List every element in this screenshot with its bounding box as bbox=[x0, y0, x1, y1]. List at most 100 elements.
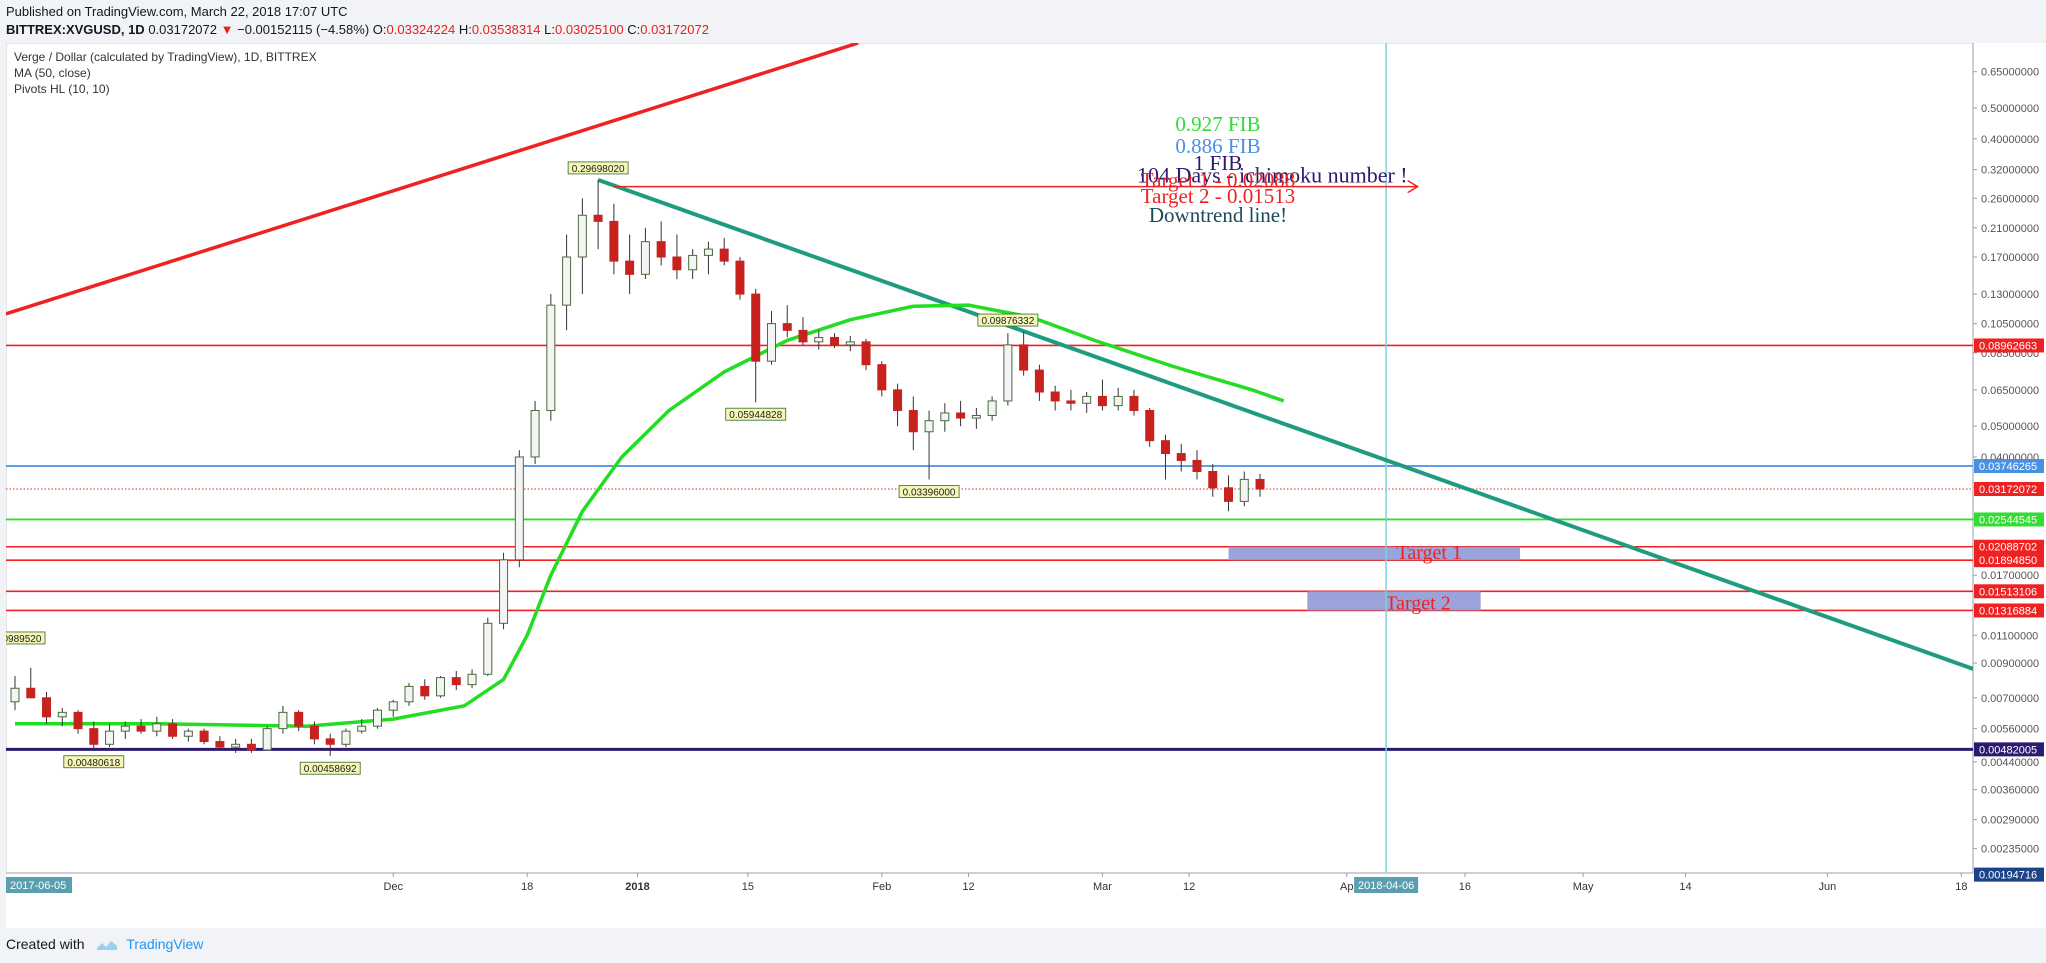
candle-body bbox=[1034, 369, 1044, 393]
candle-body bbox=[136, 725, 146, 732]
pivot-label: 0.03396000 bbox=[898, 485, 960, 499]
candle bbox=[483, 617, 493, 676]
price-level-tag-text: 0.00482005 bbox=[1979, 744, 2037, 756]
candle-body bbox=[956, 412, 966, 419]
vline-date-tag-box bbox=[1354, 877, 1419, 893]
price-level-tag: 0.02088702 bbox=[1974, 539, 2044, 554]
pivot-label: 0.29698020 bbox=[567, 161, 629, 175]
time-tick-label: Ap bbox=[1340, 881, 1353, 893]
candle bbox=[1145, 408, 1155, 447]
candle-body bbox=[467, 673, 477, 686]
candle bbox=[1176, 443, 1186, 472]
price-tick-label: 0.00900000 bbox=[1981, 658, 2039, 670]
price-tick-label: 0.40000000 bbox=[1981, 134, 2039, 146]
candle bbox=[735, 257, 745, 300]
chart-frame[interactable]: Target 1 Target 2 0.29698020 0.05944828 0.03… bbox=[6, 43, 2046, 928]
pivot-label-box bbox=[63, 755, 125, 769]
candle-body bbox=[152, 723, 162, 732]
price-level-tag-box bbox=[1974, 603, 2044, 618]
pivot-label-text: 0.00480618 bbox=[67, 758, 120, 769]
price-level-tag: 0.01513106 bbox=[1974, 584, 2044, 599]
chart-header: Published on TradingView.com, March 22, … bbox=[0, 0, 2046, 43]
candle-body bbox=[1019, 344, 1029, 371]
quote-line: BITTREX:XVGUSD, 1D 0.03172072 ▼ −0.00152… bbox=[6, 22, 709, 37]
candle-body bbox=[1003, 344, 1013, 402]
candle-body bbox=[593, 214, 603, 222]
candle bbox=[10, 675, 20, 711]
candle bbox=[593, 179, 603, 250]
candle-body bbox=[514, 456, 524, 561]
plot-area bbox=[6, 43, 1974, 874]
price-chart[interactable]: Target 1 Target 2 0.29698020 0.05944828 0.03… bbox=[6, 43, 2046, 928]
candle-body bbox=[341, 730, 351, 745]
candle bbox=[845, 335, 855, 352]
downtrend-line bbox=[597, 178, 1973, 671]
candle bbox=[625, 234, 635, 295]
price-level-tag: 0.03746265 bbox=[1974, 459, 2044, 474]
price-tick-label: 0.13000000 bbox=[1981, 289, 2039, 301]
pivot-label-box bbox=[898, 485, 960, 498]
price-tick-label: 0.00440000 bbox=[1981, 757, 2039, 769]
pivot-label: 0.09876332 bbox=[977, 313, 1039, 327]
candle-body bbox=[436, 677, 446, 697]
plot-layer: Target 1 Target 2 0.29698020 0.05944828 0.03… bbox=[6, 43, 1973, 873]
price-level-tag-text: 0.03746265 bbox=[1979, 461, 2037, 473]
pivot-label: 0.05944828 bbox=[725, 407, 787, 421]
footer: Created with TradingView bbox=[6, 936, 203, 952]
pivot-label-box bbox=[977, 313, 1039, 327]
candle-body bbox=[971, 414, 981, 419]
low-value: 0.03025100 bbox=[554, 22, 624, 37]
price-level-tag-text: 0.01894850 bbox=[1979, 555, 2037, 567]
time-tick-label: 16 bbox=[1459, 881, 1471, 893]
price-level-tag-box bbox=[1974, 512, 2044, 527]
pivot-label-text: 0.00458692 bbox=[304, 764, 357, 775]
candle-body bbox=[199, 730, 209, 743]
candle bbox=[499, 552, 509, 630]
candle bbox=[782, 305, 792, 338]
candle-body bbox=[1066, 400, 1076, 404]
candle-body bbox=[309, 725, 319, 740]
fib-annotation: Target 1 - 0.02088 bbox=[1141, 168, 1295, 192]
candle-body bbox=[719, 248, 729, 262]
candle-body bbox=[562, 256, 572, 306]
candle-body bbox=[640, 241, 650, 275]
candle-body bbox=[57, 711, 67, 718]
candle-body bbox=[987, 400, 997, 416]
price-level-tag-text: 0.03172072 bbox=[1979, 484, 2037, 496]
candle bbox=[372, 708, 382, 729]
candle-body bbox=[751, 293, 761, 362]
vline-date-tag: 2018-04-06 bbox=[1354, 877, 1419, 893]
time-tick-label: 12 bbox=[962, 881, 974, 893]
price-tick-label: 0.32000000 bbox=[1981, 165, 2039, 177]
vline-date-tag-text: 2018-04-06 bbox=[1358, 880, 1414, 892]
price-level-tag: 0.08962663 bbox=[1974, 338, 2044, 353]
candle bbox=[89, 721, 99, 750]
pivot-label-text: 0.03396000 bbox=[903, 488, 956, 499]
candle bbox=[215, 736, 225, 750]
candle-body bbox=[1255, 478, 1265, 490]
candle-body bbox=[830, 336, 840, 346]
candle-body bbox=[546, 304, 556, 411]
price-level-tag-box bbox=[1974, 867, 2044, 882]
candle bbox=[325, 733, 335, 756]
candle bbox=[357, 719, 367, 734]
candle bbox=[1082, 392, 1092, 413]
candle bbox=[877, 361, 887, 397]
candle bbox=[1097, 379, 1107, 411]
candle bbox=[231, 738, 241, 753]
price-level-tag-box bbox=[1974, 482, 2044, 497]
tradingview-link[interactable]: TradingView bbox=[126, 936, 204, 952]
candle bbox=[1034, 364, 1044, 401]
candle bbox=[924, 410, 934, 480]
candle bbox=[136, 719, 146, 734]
candle-body bbox=[1082, 395, 1092, 404]
candle bbox=[57, 708, 67, 727]
candle-body bbox=[231, 743, 241, 748]
fib-annotation: 1 FIB bbox=[1194, 151, 1242, 175]
candle-body bbox=[625, 260, 635, 275]
candle-body bbox=[924, 420, 934, 433]
candle-body bbox=[782, 323, 792, 331]
price-level-tag: 0.01316884 bbox=[1974, 603, 2044, 618]
pivot-label-text: 0.29698020 bbox=[572, 164, 625, 175]
time-tick-label: Mar bbox=[1093, 881, 1112, 893]
